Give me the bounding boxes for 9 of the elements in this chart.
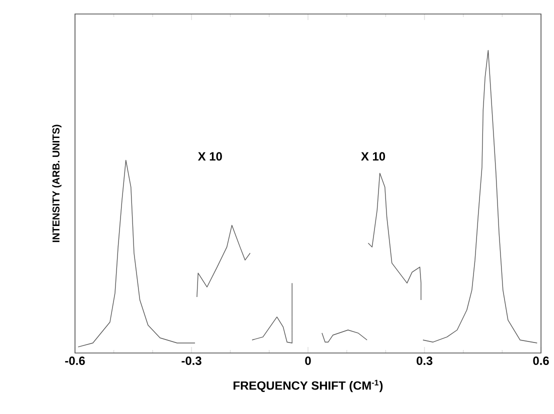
x-axis-title: FREQUENCY SHIFT (CM$^{-1}$): [234, 380, 383, 392]
x-tick-label: 0: [305, 356, 311, 365]
x-tick-label: 0.6: [533, 356, 549, 365]
x-tick-label: 0.3: [416, 356, 432, 366]
x-tick-label: -0.6: [65, 356, 85, 365]
y-axis-title: INTENSITY (ARB. UNITS): [52, 124, 62, 242]
annotation: X 10: [198, 152, 222, 161]
annotation: X 10: [361, 152, 386, 161]
x-tick-label: -0.3: [182, 356, 202, 366]
